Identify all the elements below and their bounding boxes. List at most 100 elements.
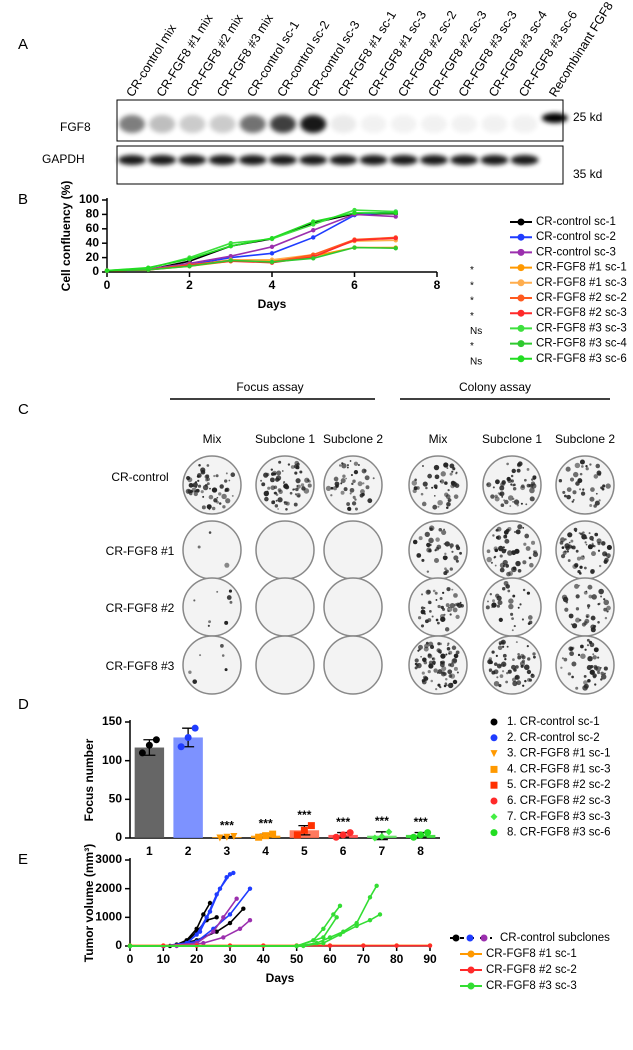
series-line <box>130 905 341 947</box>
significance: * <box>470 280 474 291</box>
colony <box>504 499 509 505</box>
significance: Ns <box>470 356 482 367</box>
colony <box>428 537 434 544</box>
colony <box>447 488 450 492</box>
colony <box>274 504 279 508</box>
colony <box>583 566 587 570</box>
colony <box>500 482 505 487</box>
colony <box>420 655 422 658</box>
legend-label: CR-control sc-2 <box>536 231 616 243</box>
colony <box>491 602 497 608</box>
colony <box>588 532 591 535</box>
band <box>329 155 358 165</box>
colony <box>430 679 434 683</box>
colony <box>501 670 505 673</box>
colony <box>587 656 593 662</box>
colony <box>225 472 228 475</box>
legend-marker <box>517 233 525 241</box>
colony <box>578 488 582 491</box>
legend-marker <box>517 324 525 332</box>
colony <box>197 545 201 549</box>
y-tick-label: 0 <box>115 830 122 844</box>
y-tick-label: 100 <box>79 192 99 206</box>
colony <box>578 532 581 535</box>
colony <box>219 484 224 489</box>
colony <box>512 658 515 661</box>
colony <box>346 502 351 506</box>
colony <box>522 560 527 565</box>
colony <box>583 590 588 595</box>
colony <box>426 589 431 594</box>
point <box>417 831 425 839</box>
colony <box>598 564 602 568</box>
colony <box>522 684 525 687</box>
colony <box>527 615 533 620</box>
band <box>149 115 176 133</box>
point <box>138 749 146 757</box>
colony <box>498 548 501 551</box>
colony <box>493 662 498 666</box>
colony <box>572 471 579 478</box>
colony <box>296 462 300 467</box>
panel-label: A <box>18 36 28 53</box>
legend-marker <box>517 355 525 363</box>
point <box>191 724 199 732</box>
colony <box>525 503 528 506</box>
colony <box>433 484 438 489</box>
colony <box>603 666 608 671</box>
point <box>490 734 498 742</box>
colony <box>414 662 418 666</box>
colony <box>607 556 610 559</box>
colony <box>580 491 586 496</box>
colony <box>455 472 458 475</box>
colony <box>441 607 446 611</box>
dish <box>482 635 542 695</box>
colony <box>452 607 458 613</box>
colony <box>293 502 298 507</box>
column-label: Subclone 2 <box>323 432 383 446</box>
colony <box>446 606 453 612</box>
colony <box>597 621 600 624</box>
colony <box>602 484 606 488</box>
colony <box>486 556 492 563</box>
colony <box>507 550 513 556</box>
colony <box>559 540 564 545</box>
colony <box>422 657 427 663</box>
colony <box>349 487 355 493</box>
colony <box>580 644 584 649</box>
colony <box>492 486 495 489</box>
colony <box>606 610 609 613</box>
colony <box>426 542 431 548</box>
colony <box>224 562 230 568</box>
colony <box>199 654 202 657</box>
colony <box>186 475 191 481</box>
dish <box>555 520 615 580</box>
colony <box>452 658 458 663</box>
point <box>227 872 233 877</box>
colony <box>511 550 514 552</box>
colony <box>420 606 424 610</box>
colony <box>449 463 455 469</box>
point <box>214 915 219 920</box>
colony <box>510 474 514 478</box>
point <box>377 912 383 917</box>
colony <box>600 595 603 598</box>
colony <box>441 666 447 672</box>
legend-marker <box>517 248 525 256</box>
colony <box>459 601 462 604</box>
point <box>371 834 379 842</box>
point <box>311 235 316 240</box>
colony <box>281 470 284 472</box>
colony <box>434 474 440 480</box>
point <box>152 736 160 744</box>
legend-label: CR-control sc-3 <box>536 246 616 258</box>
x-tick-label: 0 <box>104 278 111 292</box>
colony <box>582 531 585 534</box>
colony <box>193 599 196 602</box>
colony <box>512 680 518 687</box>
colony <box>500 503 505 508</box>
colony <box>496 604 500 608</box>
point <box>393 235 398 241</box>
colony <box>276 470 282 476</box>
colony <box>517 462 521 467</box>
